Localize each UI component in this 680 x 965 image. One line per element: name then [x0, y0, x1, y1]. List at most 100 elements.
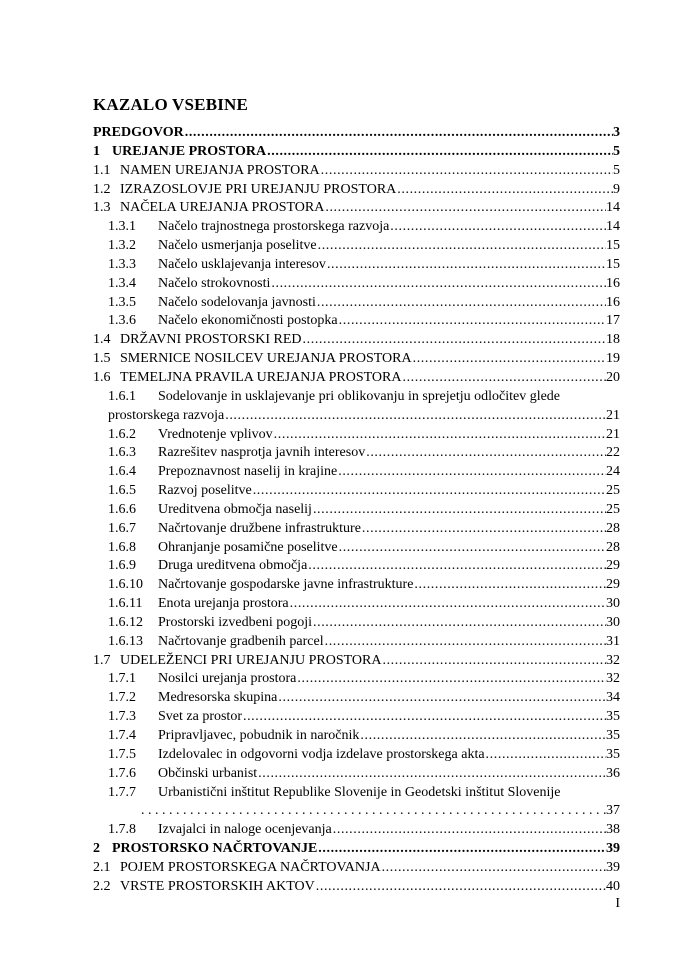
dot-leader — [325, 199, 606, 218]
toc-entry-title: Razrešitev nasprotja javnih interesov — [158, 445, 366, 461]
toc-entry-page: 37 — [606, 803, 620, 819]
toc-entry-number: 1.6.11 — [108, 596, 143, 612]
toc-entry[interactable]: 1.6.5 Razvoj poselitve 25 — [93, 482, 620, 501]
toc-entry[interactable]: 1.3.6 Načelo ekonomičnosti postopka 17 — [93, 312, 620, 331]
toc-entry[interactable]: 1.6.9 Druga ureditvena območja 29 — [93, 557, 620, 576]
toc-entry-page: 39 — [606, 859, 620, 875]
toc-entry-number: 1.7.6 — [108, 765, 136, 781]
toc-entry-continuation[interactable]: 37 — [93, 802, 620, 821]
toc-entry[interactable]: 2 PROSTORSKO NAČRTOVANJE 39 — [93, 840, 620, 859]
toc-entry[interactable]: 1.7.6 Občinski urbanist 36 — [93, 765, 620, 784]
toc-entry[interactable]: 1.7.4 Pripravljavec, pobudnik in naročnik… — [93, 727, 620, 746]
toc-entry-number: 1.6.13 — [108, 633, 143, 649]
toc-entry[interactable]: 1.6.13 Načrtovanje gradbenih parcel 31 — [93, 633, 620, 652]
dot-leader — [243, 708, 606, 727]
toc-entry[interactable]: 1.6.2 Vrednotenje vplivov 21 — [93, 426, 620, 445]
toc-entry-page: 29 — [606, 558, 620, 574]
dot-leader — [390, 218, 606, 237]
toc-entry[interactable]: 1.7.3 Svet za prostor 35 — [93, 708, 620, 727]
dot-leader — [382, 859, 606, 878]
toc-entry-page: 36 — [606, 765, 620, 781]
dot-leader — [362, 520, 606, 539]
toc-entry-title: PREDGOVOR — [93, 125, 184, 140]
dot-leader — [413, 350, 606, 369]
toc-entry[interactable]: 1.7 UDELEŽENCI PRI UREJANJU PROSTORA 32 — [93, 652, 620, 671]
toc-entry-title: UREJANJE PROSTORA — [112, 143, 267, 159]
toc-entry-page: 32 — [606, 652, 620, 668]
toc-entry[interactable]: 1.3.5 Načelo sodelovanja javnosti 16 — [93, 294, 620, 313]
toc-entry[interactable]: 1.3.1 Načelo trajnostnega prostorskega ra… — [93, 218, 620, 237]
toc-entry-number: 1.6 — [93, 369, 111, 385]
toc-entry-number: 1.6.5 — [108, 483, 136, 499]
toc-entry-page: 16 — [606, 294, 620, 310]
dot-leader — [267, 143, 613, 162]
toc-entry[interactable]: 1.3 NAČELA UREJANJA PROSTORA 14 — [93, 199, 620, 218]
dot-leader — [339, 312, 606, 331]
toc-entry[interactable]: 1.6.8 Ohranjanje posamične poselitve 28 — [93, 539, 620, 558]
toc-entry[interactable]: 1.6.6 Ureditvena območja naselij 25 — [93, 501, 620, 520]
toc-entry-page: 38 — [606, 822, 620, 838]
toc-entry-title: Načrtovanje družbene infrastrukture — [158, 520, 361, 536]
footer-page-number: I — [615, 896, 620, 911]
toc-entry-number: 1.7.5 — [108, 746, 136, 762]
toc-entry-page: 15 — [606, 238, 620, 254]
toc-entry[interactable]: 1.7.8 Izvajalci in naloge ocenjevanja 38 — [93, 821, 620, 840]
toc-entry[interactable]: 1.7.1 Nosilci urejanja prostora 32 — [93, 670, 620, 689]
page-title: KAZALO VSEBINE — [93, 95, 249, 115]
toc-entry[interactable]: 2.1 POJEM PROSTORSKEGA NAČRTOVANJA 39 — [93, 859, 620, 878]
toc-entry-number: 1.3.2 — [108, 238, 136, 254]
toc-entry-number: 1.5 — [93, 351, 111, 367]
dot-leader — [327, 256, 606, 275]
toc-entry[interactable]: 1.6.3 Razrešitev nasprotja javnih interes… — [93, 444, 620, 463]
toc-entry-title: Načelo ekonomičnosti postopka — [158, 313, 338, 329]
toc-entry-title: Ureditvena območja naselij — [158, 501, 312, 517]
toc-entry[interactable]: 1 UREJANJE PROSTORA 5 — [93, 143, 620, 162]
toc-entry[interactable]: 1.6.4 Prepoznavnost naselij in krajine 24 — [93, 463, 620, 482]
toc-entry[interactable]: 1.7.2 Medresorska skupina 34 — [93, 689, 620, 708]
toc-entry[interactable]: 1.6 TEMELJNA PRAVILA UREJANJA PROSTORA 20 — [93, 369, 620, 388]
toc-entry[interactable]: 1.1 NAMEN UREJANJA PROSTORA 5 — [93, 162, 620, 181]
dot-leader — [308, 557, 606, 576]
toc-entry[interactable]: 2.2 VRSTE PROSTORSKIH AKTOV 40 — [93, 878, 620, 897]
toc-entry[interactable]: 1.3.4 Načelo strokovnosti 16 — [93, 275, 620, 294]
toc-entry-title: Sodelovanje in usklajevanje pri oblikova… — [158, 388, 561, 404]
toc-entry-title: TEMELJNA PRAVILA UREJANJA PROSTORA — [120, 369, 402, 385]
dot-leader — [316, 878, 606, 897]
toc-entry[interactable]: 1.6.12 Prostorski izvedbeni pogoji 30 — [93, 614, 620, 633]
toc-entry-title: Druga ureditvena območja — [158, 558, 308, 574]
toc-entry-number: 1.6.2 — [108, 426, 136, 442]
toc-entry-title: Izdelovalec in odgovorni vodja izdelave … — [158, 746, 485, 762]
toc-entry-page: 22 — [606, 445, 620, 461]
toc-entry-title: Svet za prostor — [158, 709, 242, 725]
toc-entry[interactable]: 1.5 SMERNICE NOSILCEV UREJANJA PROSTORA 19 — [93, 350, 620, 369]
toc-entry-page: 32 — [606, 671, 620, 687]
toc-entry[interactable]: 1.6.1 Sodelovanje in usklajevanje pri obl… — [93, 388, 620, 407]
toc-entry-title: Načelo usklajevanja interesov — [158, 256, 326, 272]
toc-entry[interactable]: 1.6.10 Načrtovanje gospodarske javne infr… — [93, 576, 620, 595]
toc-entry[interactable]: 1.6.11 Enota urejanja prostora 30 — [93, 595, 620, 614]
dot-leader — [325, 633, 606, 652]
toc-entry[interactable]: 1.7.5 Izdelovalec in odgovorni vodja izde… — [93, 746, 620, 765]
toc-entry-page: 25 — [606, 483, 620, 499]
toc-entry[interactable]: 1.6.7 Načrtovanje družbene infrastrukture… — [93, 520, 620, 539]
toc-entry-title: Prostorski izvedbeni pogoji — [158, 614, 312, 630]
dot-leader — [278, 689, 606, 708]
toc-entry-title: Prepoznavnost naselij in krajine — [158, 464, 338, 480]
toc-entry-number: 1.2 — [93, 181, 111, 197]
dot-leader — [303, 331, 606, 350]
toc-entry-continuation[interactable]: prostorskega razvoja 21 — [93, 407, 620, 426]
toc-entry[interactable]: PREDGOVOR 3 — [93, 124, 620, 143]
toc-entry-number: 1.7.8 — [108, 822, 136, 838]
toc-entry[interactable]: 1.3.2 Načelo usmerjanja poselitve 15 — [93, 237, 620, 256]
dot-leader — [414, 576, 606, 595]
toc-entry-title: Razvoj poselitve — [158, 483, 252, 499]
toc-entry-number: 1.3.3 — [108, 256, 136, 272]
toc-entry-page: 30 — [606, 596, 620, 612]
toc-entry[interactable]: 1.4 DRŽAVNI PROSTORSKI RED 18 — [93, 331, 620, 350]
toc-entry-page: 5 — [613, 162, 620, 178]
toc-entry-title: Načelo trajnostnega prostorskega razvoja — [158, 219, 390, 235]
toc-entry[interactable]: 1.3.3 Načelo usklajevanja interesov 15 — [93, 256, 620, 275]
toc-entry[interactable]: 1.7.7 Urbanistični inštitut Republike Slo… — [93, 784, 620, 803]
toc-entry[interactable]: 1.2 IZRAZOSLOVJE PRI UREJANJU PROSTORA 9 — [93, 181, 620, 200]
